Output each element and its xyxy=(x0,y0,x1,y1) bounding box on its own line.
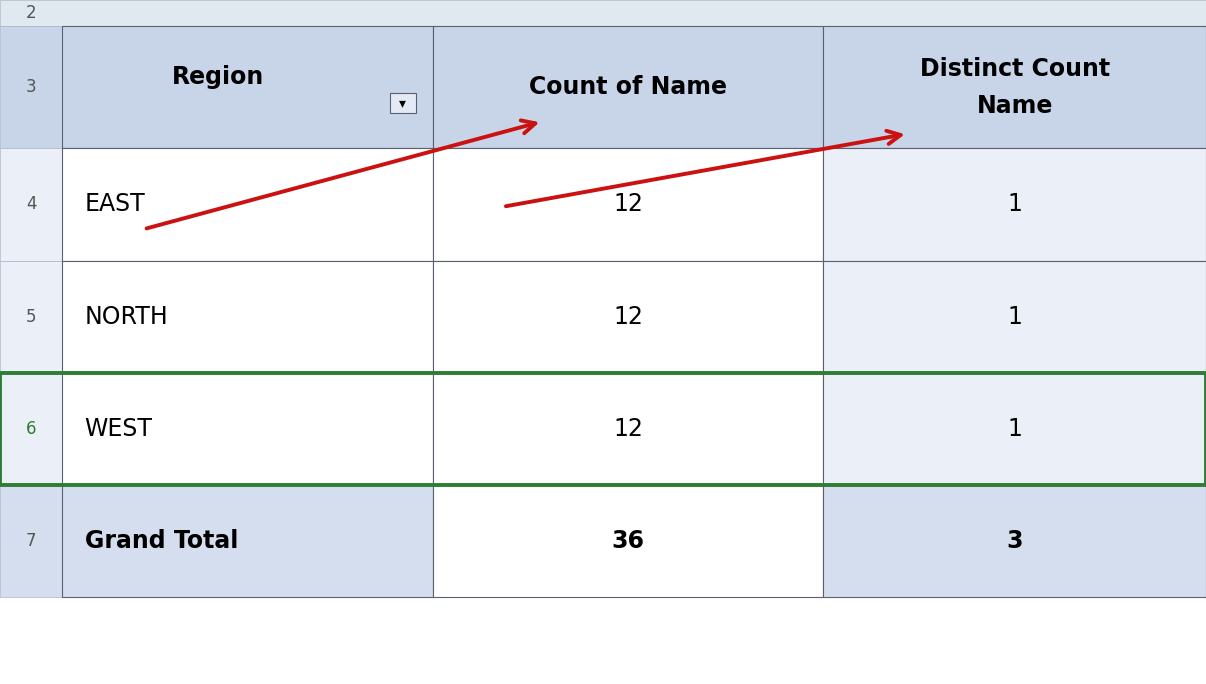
Text: EAST: EAST xyxy=(84,192,145,216)
Bar xyxy=(824,148,1206,261)
Text: Distinct Count: Distinct Count xyxy=(920,57,1110,81)
Text: Region: Region xyxy=(172,65,264,89)
Bar xyxy=(0,148,63,261)
Bar xyxy=(63,485,433,597)
Text: 36: 36 xyxy=(611,529,645,553)
Bar xyxy=(824,373,1206,485)
Text: 6: 6 xyxy=(27,420,36,438)
Bar xyxy=(433,485,824,597)
Bar xyxy=(0,485,63,597)
Text: 2: 2 xyxy=(25,4,36,22)
Text: 1: 1 xyxy=(1007,192,1023,216)
Bar xyxy=(433,373,824,485)
Bar xyxy=(63,26,433,148)
Text: 1: 1 xyxy=(1007,417,1023,440)
Text: 3: 3 xyxy=(25,78,36,96)
Text: ▾: ▾ xyxy=(399,96,406,110)
Bar xyxy=(0,26,63,148)
Bar xyxy=(63,261,433,373)
Text: 4: 4 xyxy=(27,196,36,213)
Bar xyxy=(433,26,824,148)
Bar xyxy=(824,261,1206,373)
Bar xyxy=(433,261,824,373)
Bar xyxy=(0,261,63,373)
Bar xyxy=(63,148,433,261)
Text: 12: 12 xyxy=(613,192,643,216)
Text: NORTH: NORTH xyxy=(84,304,169,328)
Bar xyxy=(0,0,1206,26)
Text: 3: 3 xyxy=(1007,529,1023,553)
Bar xyxy=(824,485,1206,597)
Text: Count of Name: Count of Name xyxy=(529,75,727,99)
Bar xyxy=(824,26,1206,148)
Bar xyxy=(63,373,433,485)
Text: 1: 1 xyxy=(1007,304,1023,328)
Text: Name: Name xyxy=(977,94,1053,118)
Text: 5: 5 xyxy=(27,308,36,326)
Text: 12: 12 xyxy=(613,304,643,328)
Text: WEST: WEST xyxy=(84,417,153,440)
Bar xyxy=(0,373,1206,485)
Bar xyxy=(0,373,63,485)
Bar xyxy=(433,148,824,261)
Text: 7: 7 xyxy=(27,531,36,550)
Bar xyxy=(390,93,416,114)
Text: 12: 12 xyxy=(613,417,643,440)
Text: Grand Total: Grand Total xyxy=(84,529,238,553)
